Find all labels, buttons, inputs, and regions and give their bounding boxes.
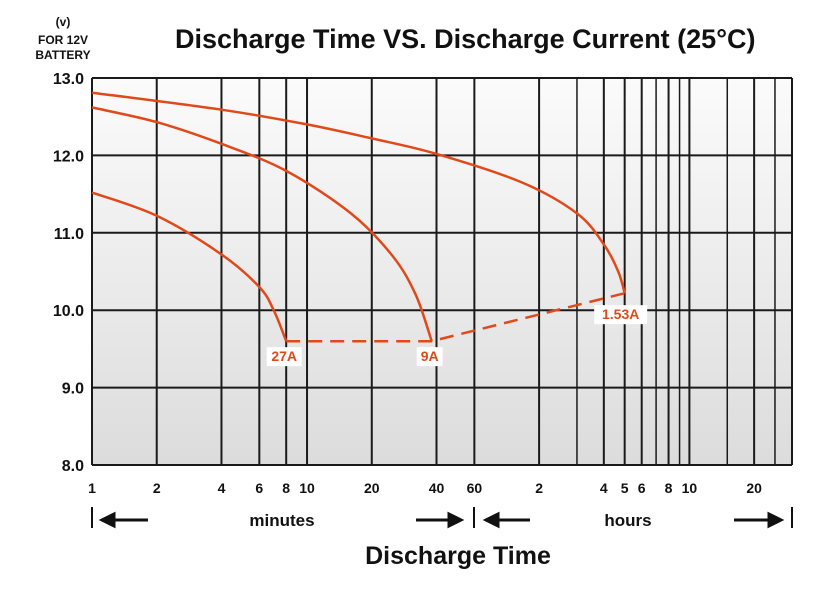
x-tick-label: 6 xyxy=(255,480,263,496)
hours-span-label: hours xyxy=(604,511,651,530)
time-span-bracket xyxy=(91,507,793,528)
hours-right-arrowhead xyxy=(767,511,785,529)
hours-left-arrowhead xyxy=(482,511,500,529)
x-tick-label: 60 xyxy=(467,480,483,496)
x-tick-label: 40 xyxy=(429,480,445,496)
x-tick-label: 4 xyxy=(600,480,608,496)
series-line-27A xyxy=(91,191,288,342)
series-label-bg xyxy=(594,305,648,325)
x-tick-label: 1 xyxy=(88,480,96,496)
x-tick-label: 20 xyxy=(746,480,762,496)
plot-area xyxy=(92,78,792,465)
y-tick-label: 8.0 xyxy=(62,458,84,475)
minutes-span-label: minutes xyxy=(249,511,314,530)
x-axis-title: Discharge Time xyxy=(365,542,551,570)
y-unit-line-1: (v) xyxy=(56,15,71,29)
series-line-9A xyxy=(91,106,433,342)
x-tick-label: 2 xyxy=(153,480,161,496)
y-tick-label: 10.0 xyxy=(53,303,84,320)
x-tick-label: 6 xyxy=(638,480,646,496)
y-unit-line-2: FOR 12V xyxy=(38,33,88,47)
y-unit-line-3: BATTERY xyxy=(35,48,90,62)
series-label-bg xyxy=(416,347,443,367)
x-tick-label: 2 xyxy=(535,480,543,496)
span-arrows xyxy=(98,511,785,529)
series-label-1.53A: 1.53A xyxy=(602,306,639,322)
x-axis-ticks: 1 2 4 6 8 10 20 40 60 2 4 5 6 8 10 20 xyxy=(88,480,762,496)
series-label-9A: 9A xyxy=(421,348,439,364)
series-lines: 27A 9A 1.53A xyxy=(91,91,648,367)
y-tick-label: 12.0 xyxy=(53,148,84,165)
series-line-1.53A xyxy=(91,91,626,294)
minutes-right-arrowhead xyxy=(447,511,465,529)
x-tick-label: 10 xyxy=(682,480,698,496)
x-tick-label: 20 xyxy=(364,480,380,496)
series-label-bg xyxy=(266,347,302,367)
minutes-left-arrowhead xyxy=(98,511,116,529)
chart-title: Discharge Time VS. Discharge Current (25… xyxy=(175,24,756,54)
y-tick-label: 11.0 xyxy=(54,226,84,243)
x-tick-label: 5 xyxy=(621,480,629,496)
y-tick-label: 9.0 xyxy=(62,381,84,398)
x-tick-label: 8 xyxy=(665,480,673,496)
x-tick-label: 10 xyxy=(299,480,315,496)
y-tick-label: 13.0 xyxy=(53,71,84,88)
y-axis-ticks: 13.0 12.0 11.0 10.0 9.0 8.0 xyxy=(53,71,84,475)
x-tick-label: 8 xyxy=(282,480,290,496)
series-label-27A: 27A xyxy=(271,348,297,364)
x-tick-label: 4 xyxy=(218,480,226,496)
